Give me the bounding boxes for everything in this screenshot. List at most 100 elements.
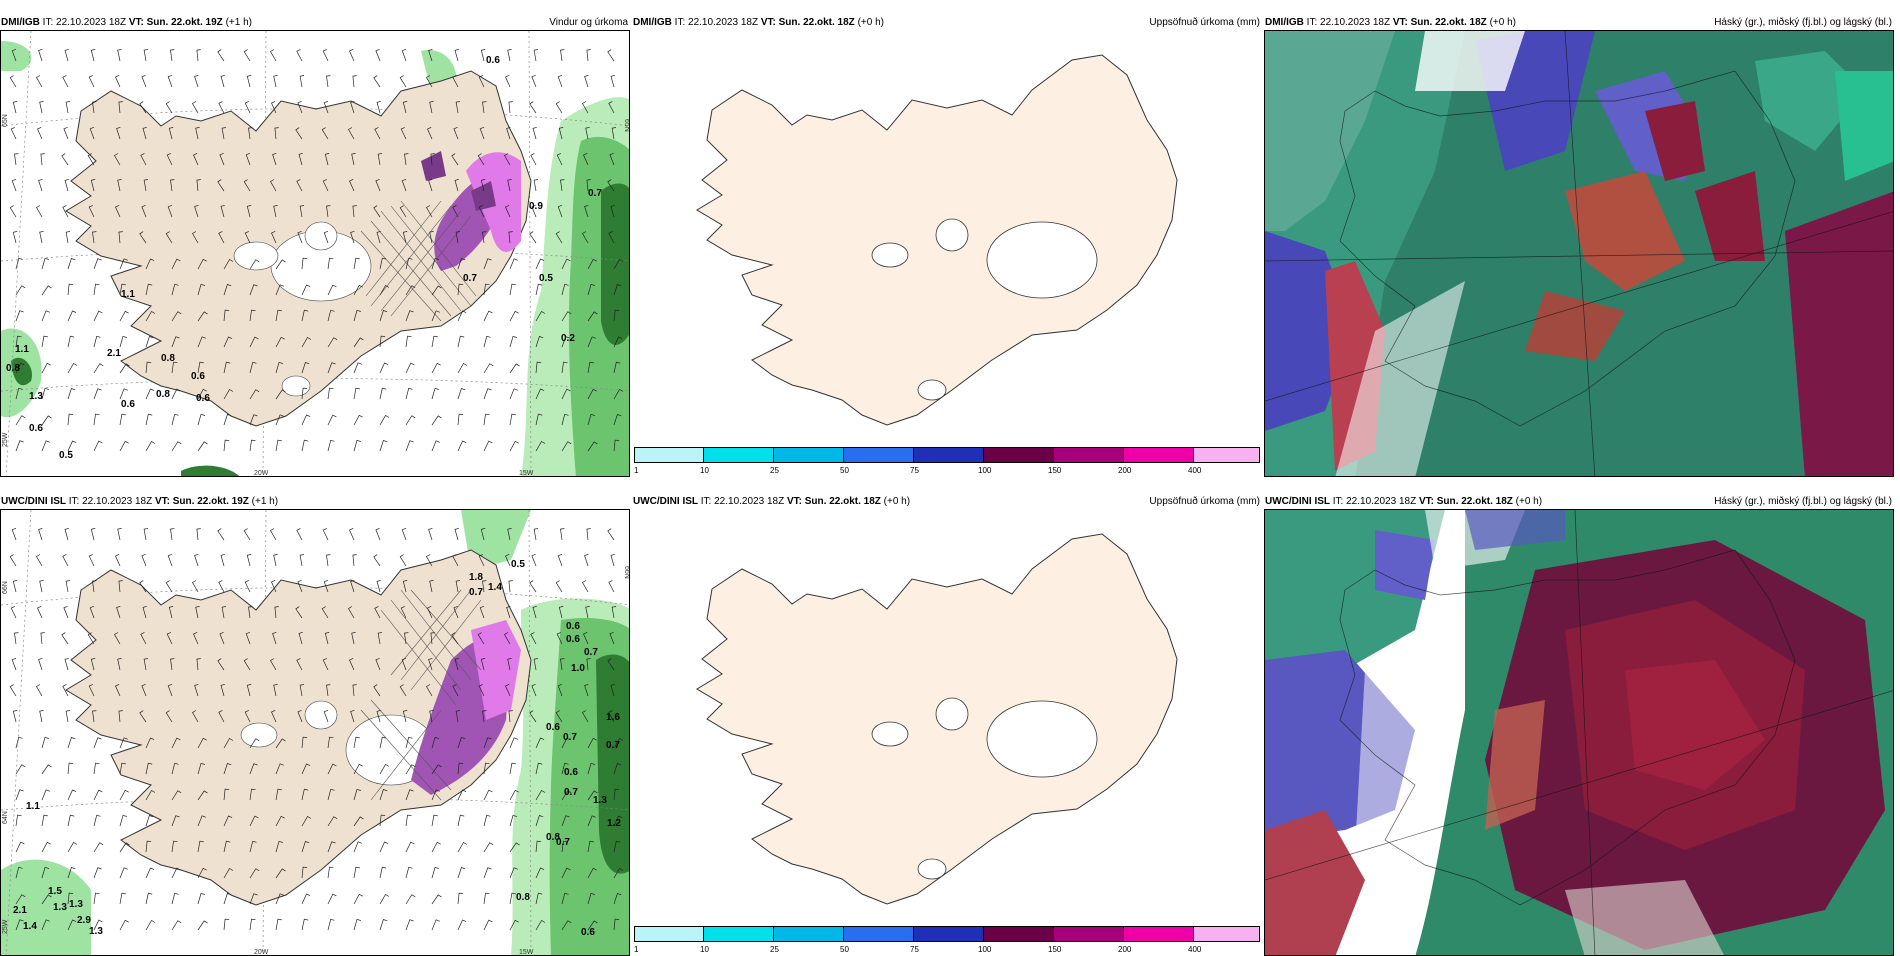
wind-barb	[301, 387, 308, 400]
wind-barb	[274, 606, 279, 619]
wind-barb	[405, 415, 416, 426]
colorbar-swatch	[844, 447, 914, 463]
wind-barb	[299, 554, 305, 567]
wind-barb	[171, 258, 181, 270]
wind-barb	[431, 736, 439, 749]
wind-barb	[39, 710, 44, 723]
wind-barb	[353, 866, 360, 879]
colorbar-swatch	[1124, 926, 1194, 942]
wind-barb	[353, 816, 364, 827]
forecast-step: (+1 h)	[251, 496, 279, 507]
wind-barb	[271, 709, 277, 723]
wind-barb	[376, 230, 381, 244]
wind-barb	[430, 153, 435, 166]
wind-barb	[273, 554, 278, 567]
wind-barb	[65, 101, 71, 114]
wind-barb	[352, 554, 357, 567]
valid-time: VT: Sun. 22.okt. 18Z	[1418, 496, 1513, 507]
wind-barb	[11, 48, 17, 62]
precip-value: 0.8	[516, 892, 530, 903]
wind-barb	[535, 840, 542, 853]
wind-barb	[301, 257, 308, 270]
wind-barb	[478, 554, 485, 567]
wind-barb	[531, 74, 537, 88]
wind-barb	[10, 127, 17, 140]
wind-barb	[145, 311, 156, 322]
wind-barb	[478, 684, 485, 697]
wind-barb	[457, 814, 465, 827]
wind-barb	[535, 336, 544, 348]
wind-barb	[63, 126, 69, 140]
wind-barb	[119, 388, 128, 400]
wind-barb	[533, 49, 539, 62]
wind-barb	[504, 153, 511, 166]
precip-value: 0.6	[546, 722, 560, 733]
wind-barb	[405, 789, 414, 801]
wind-barb	[405, 257, 413, 270]
map-canvas	[696, 54, 1178, 426]
lon-label: 15W	[519, 470, 534, 477]
wind-barb	[93, 789, 103, 801]
wind-barb	[275, 738, 286, 749]
wind-barb	[142, 126, 147, 140]
wind-barb	[275, 868, 286, 879]
wind-barb	[479, 126, 485, 140]
wind-barb	[38, 48, 43, 62]
wind-barb	[533, 179, 539, 192]
wind-barb	[296, 528, 303, 541]
wind-barb	[482, 231, 487, 244]
wind-barb	[93, 737, 102, 749]
wind-barb	[379, 257, 387, 270]
colorbar-tick: 25	[770, 466, 779, 475]
wind-barb	[483, 363, 494, 374]
precip-value: 1.1	[15, 344, 29, 355]
wind-barb	[353, 387, 360, 400]
wind-barb	[119, 737, 128, 749]
wind-barb	[41, 894, 52, 905]
wind-barb	[505, 204, 511, 218]
wind-barb	[426, 75, 433, 88]
precip-value: 1.0	[571, 663, 585, 674]
wind-barb	[586, 658, 591, 671]
wind-barb	[561, 762, 569, 775]
wind-barb	[92, 710, 97, 723]
colorbar-swatch	[1194, 926, 1260, 942]
wind-barb	[223, 893, 232, 905]
wind-barb	[197, 311, 208, 322]
wind-barb	[301, 893, 311, 905]
precip-value: 1.6	[606, 712, 620, 723]
wind-barb	[167, 683, 173, 697]
model-name: DMI/IGB	[1265, 17, 1304, 28]
map-canvas	[1265, 31, 1893, 476]
panel-clouds-dmi: DMI/IGB IT: 22.10.2023 18Z VT: Sun. 22.o…	[1264, 15, 1894, 477]
wind-barb	[405, 866, 413, 879]
wind-barb	[167, 553, 173, 567]
wind-barb	[15, 285, 26, 296]
wind-barb	[270, 528, 277, 541]
valid-time: VT: Sun. 22.okt. 18Z	[1392, 17, 1487, 28]
wind-barb	[613, 309, 620, 322]
wind-barb	[326, 205, 331, 218]
wind-barb	[349, 527, 355, 541]
wind-barb	[89, 126, 95, 140]
lon-label: 20W	[254, 949, 269, 956]
wind-barb	[431, 310, 440, 322]
map-canvas	[1265, 510, 1893, 955]
wind-barb	[143, 658, 149, 671]
wind-barb	[587, 441, 598, 452]
wind-barb	[301, 337, 312, 348]
colorbar-swatch	[634, 926, 704, 942]
wind-barb	[376, 709, 381, 723]
colorbar-swatch	[1124, 447, 1194, 463]
wind-barb	[93, 762, 100, 775]
wind-barb	[431, 387, 439, 400]
wind-barb	[376, 100, 381, 114]
wind-barb	[533, 658, 539, 671]
wind-barb	[15, 866, 23, 879]
wind-barb	[65, 710, 71, 723]
wind-barb	[509, 867, 518, 879]
wind-barb	[555, 101, 563, 114]
wind-barb	[15, 814, 22, 827]
wind-barb	[9, 205, 17, 218]
colorbar: 1 10 25 50 75 100 150 200 400	[634, 447, 1260, 477]
